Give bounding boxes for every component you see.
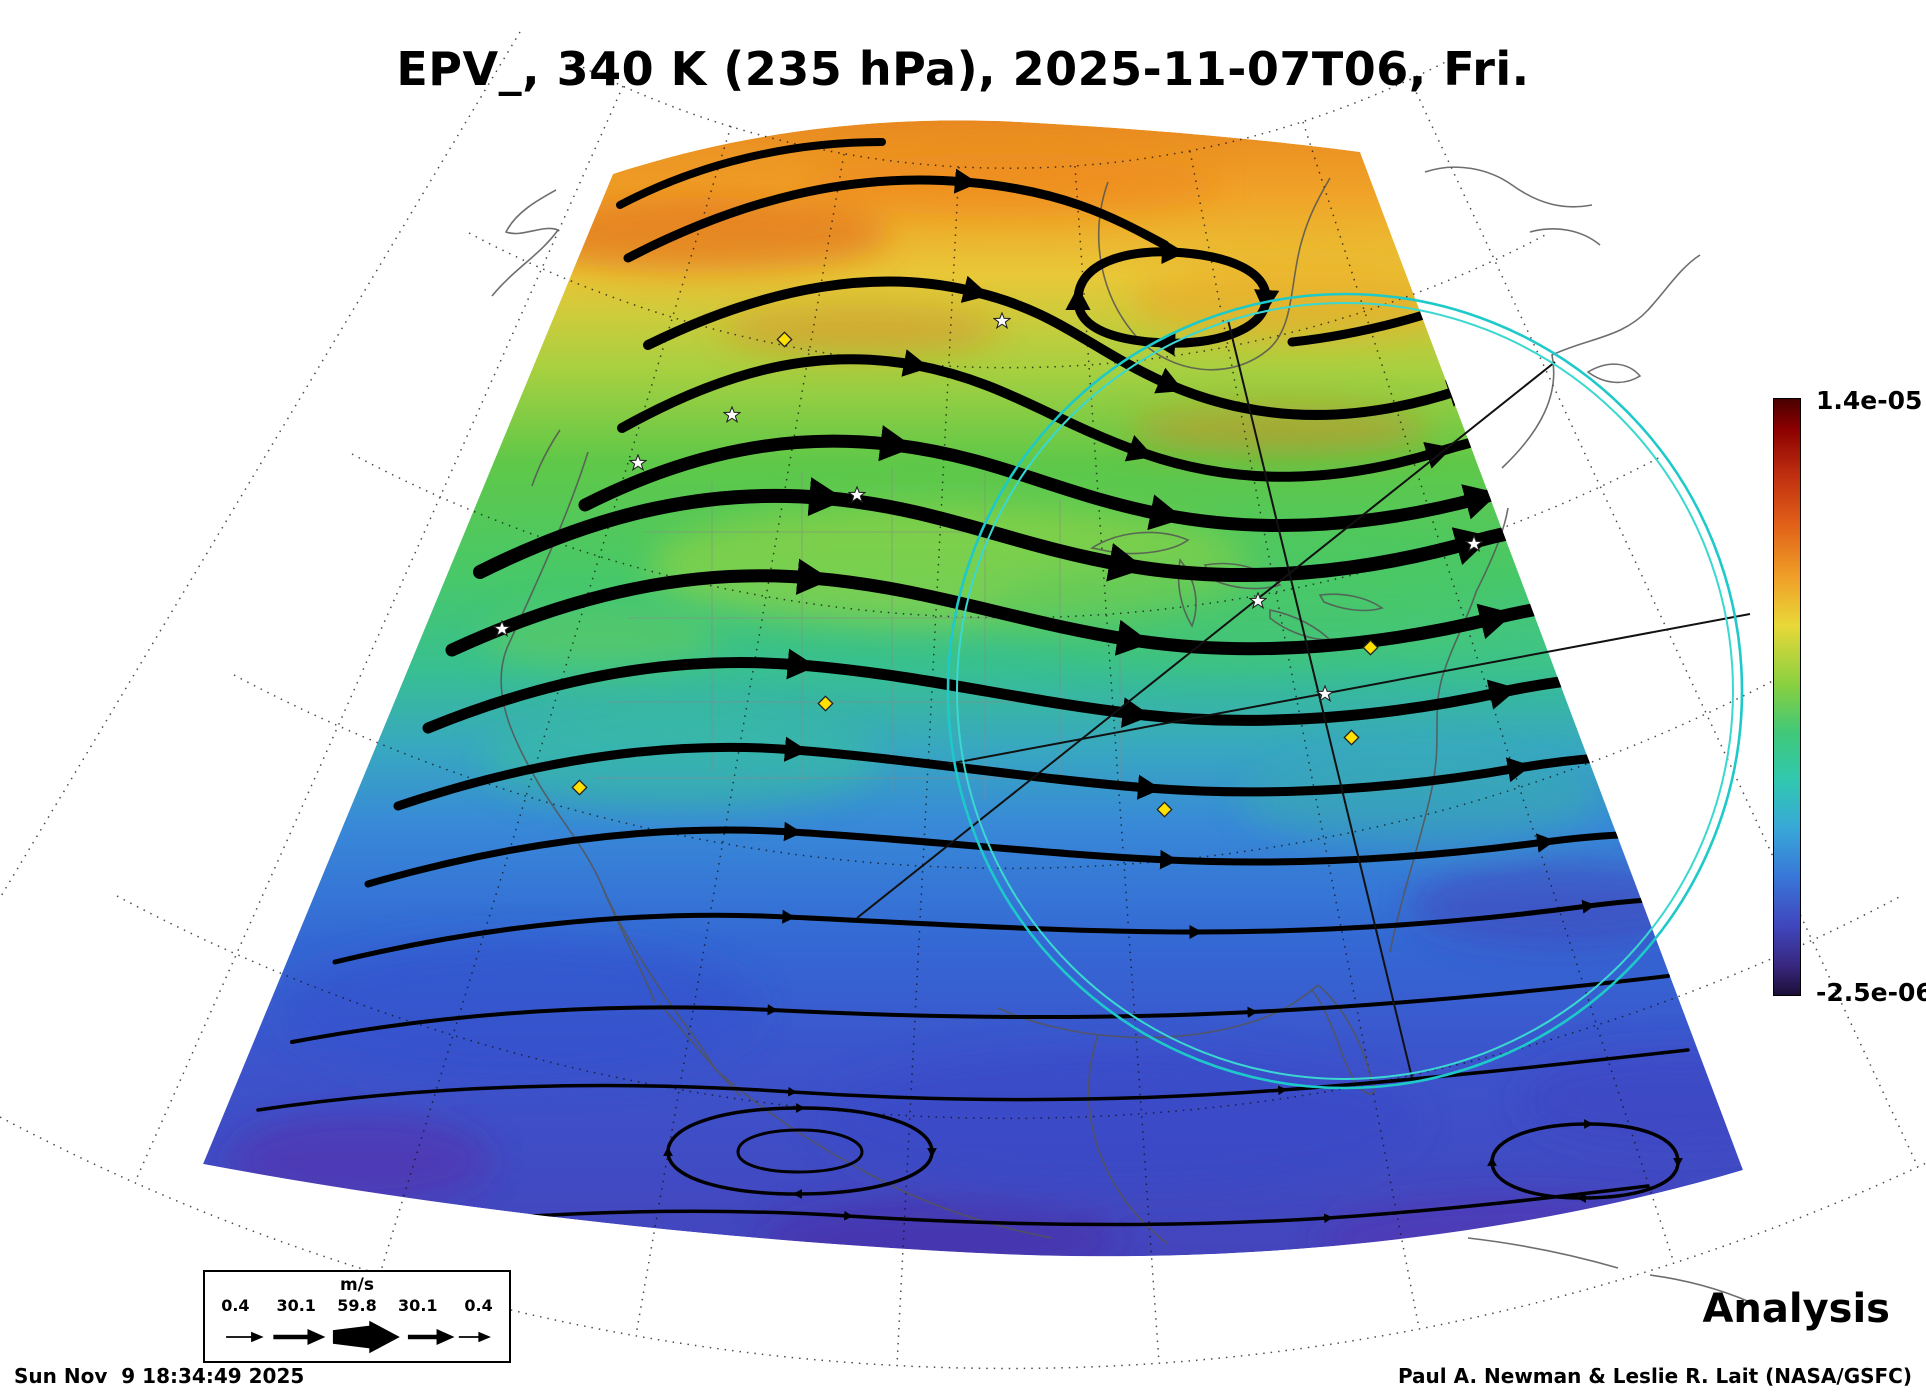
wind-legend-value: 30.1 bbox=[398, 1296, 438, 1315]
wind-legend-value: 0.4 bbox=[464, 1296, 493, 1315]
wind-speed-arrow-scale-icon bbox=[226, 1320, 491, 1354]
plot-title: EPV_, 340 K (235 hPa), 2025-11-07T06, Fr… bbox=[396, 42, 1530, 96]
wind-speed-legend: m/s 0.4 30.1 59.8 30.1 0.4 bbox=[203, 1270, 511, 1363]
range-ring bbox=[946, 292, 1744, 1090]
plot-timestamp: Sun Nov 9 18:34:49 2025 bbox=[14, 1364, 305, 1388]
colorbar-min-label: -2.5e-06 bbox=[1816, 978, 1926, 1007]
wind-legend-units-label: m/s bbox=[339, 1275, 375, 1295]
wind-legend-values: 0.4 30.1 59.8 30.1 0.4 bbox=[205, 1296, 509, 1315]
wind-legend-value: 30.1 bbox=[276, 1296, 316, 1315]
wind-legend-value: 59.8 bbox=[337, 1296, 377, 1315]
colorbar bbox=[1773, 398, 1801, 996]
analysis-label: Analysis bbox=[1702, 1286, 1890, 1332]
wind-legend-value: 0.4 bbox=[221, 1296, 250, 1315]
colorbar-max-label: 1.4e-05 bbox=[1816, 386, 1923, 415]
credit-text: Paul A. Newman & Leslie R. Lait (NASA/GS… bbox=[1397, 1364, 1912, 1388]
